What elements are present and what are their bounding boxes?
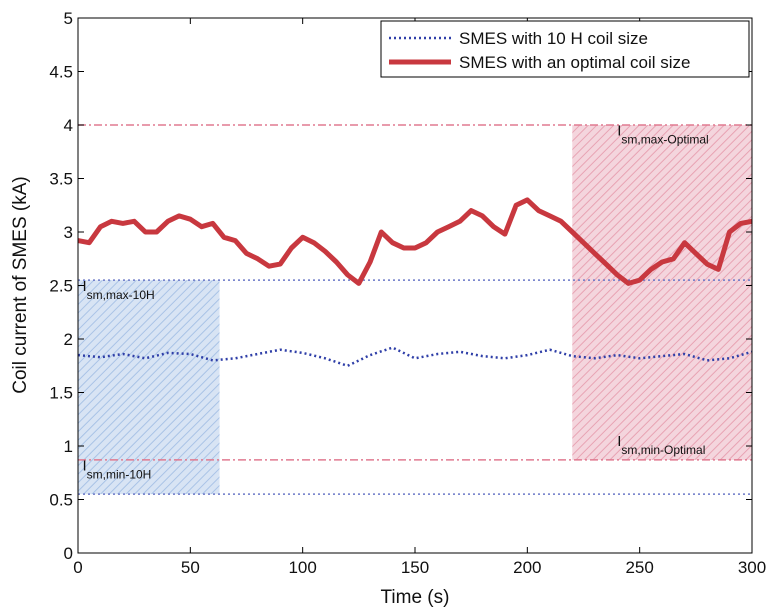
y-tick-label: 4: [64, 116, 73, 135]
y-tick-label: 0.5: [49, 491, 73, 510]
shaded-region: [572, 125, 752, 460]
chart: Time (s) Coil current of SMES (kA) 05010…: [0, 0, 770, 613]
y-tick-label: 3: [64, 223, 73, 242]
legend-label: SMES with an optimal coil size: [459, 53, 690, 72]
annotation-sub: sm,max-Optimal: [621, 133, 708, 147]
annotation-sub: sm,max-10H: [87, 288, 155, 302]
y-tick-label: 4.5: [49, 63, 73, 82]
x-tick-label: 250: [625, 558, 653, 577]
x-tick-label: 100: [288, 558, 316, 577]
x-tick-label: 300: [738, 558, 766, 577]
y-tick-label: 2: [64, 330, 73, 349]
x-tick-label: 50: [181, 558, 200, 577]
annotation-sub: sm,min-Optimal: [621, 443, 705, 457]
y-tick-label: 5: [64, 9, 73, 28]
y-tick-label: 3.5: [49, 170, 73, 189]
annotation-sub: sm,min-10H: [87, 468, 152, 482]
x-tick-label: 200: [513, 558, 541, 577]
x-tick-label: 150: [401, 558, 429, 577]
y-tick-label: 0: [64, 544, 73, 563]
x-tick-label: 0: [73, 558, 82, 577]
legend-label: SMES with 10 H coil size: [459, 29, 648, 48]
y-axis-label: Coil current of SMES (kA): [10, 176, 31, 394]
y-tick-label: 2.5: [49, 277, 73, 296]
y-tick-label: 1.5: [49, 384, 73, 403]
x-axis-label: Time (s): [381, 587, 450, 608]
y-tick-label: 1: [64, 437, 73, 456]
shaded-region: [78, 280, 220, 494]
